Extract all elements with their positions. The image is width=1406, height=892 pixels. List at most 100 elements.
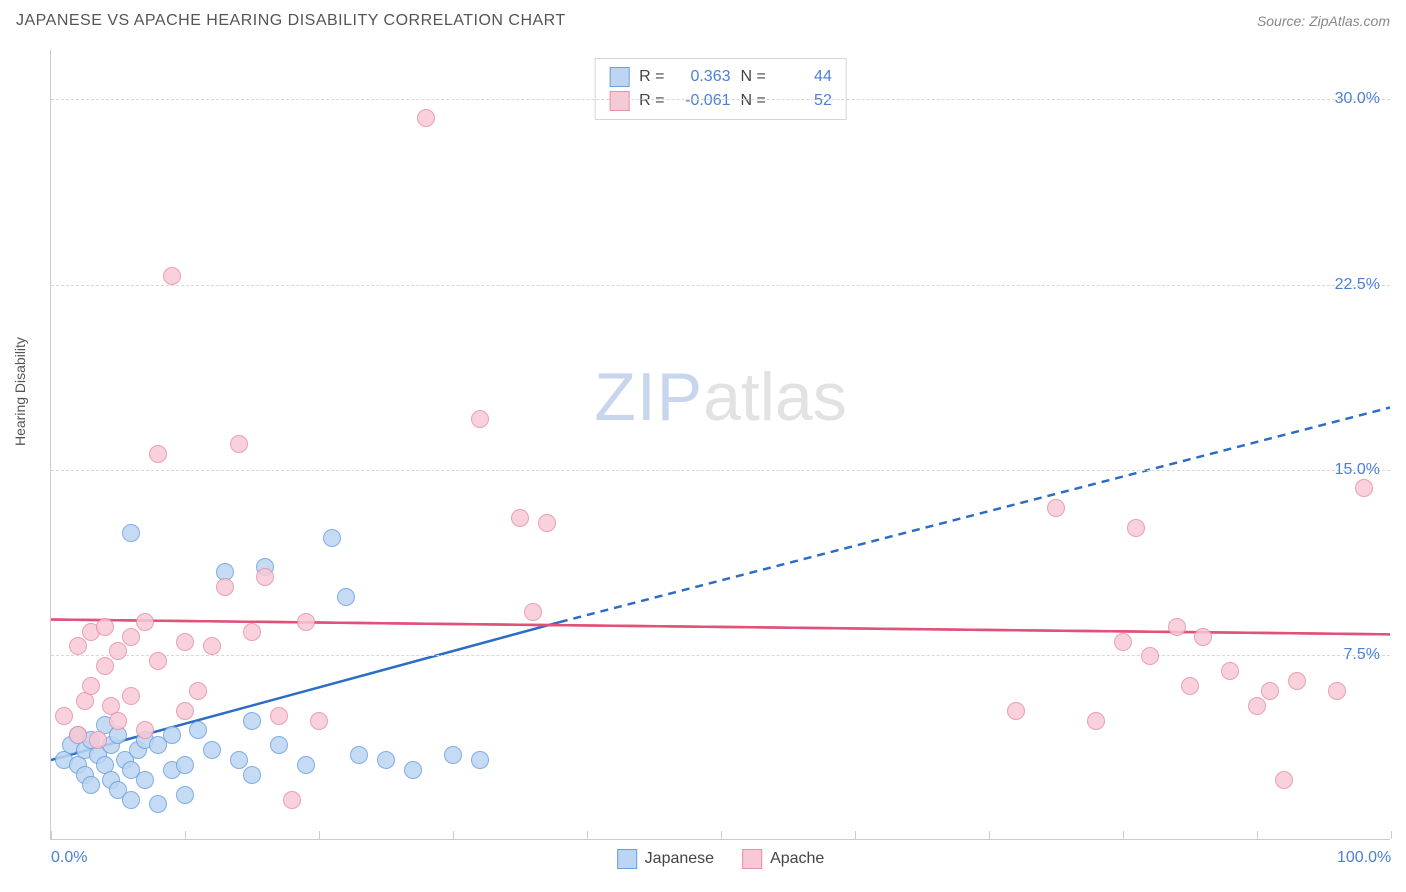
data-point: [82, 776, 100, 794]
data-point: [149, 795, 167, 813]
x-tick-mark: [185, 831, 186, 839]
data-point: [176, 702, 194, 720]
data-point: [1328, 682, 1346, 700]
x-tick-mark: [989, 831, 990, 839]
data-point: [203, 637, 221, 655]
data-point: [149, 445, 167, 463]
data-point: [243, 712, 261, 730]
x-tick-mark: [855, 831, 856, 839]
data-point: [270, 707, 288, 725]
legend-swatch: [609, 91, 629, 111]
data-point: [203, 741, 221, 759]
data-point: [297, 756, 315, 774]
x-tick-mark: [1391, 831, 1392, 839]
data-point: [122, 791, 140, 809]
data-point: [270, 736, 288, 754]
data-point: [404, 761, 422, 779]
y-axis-label: Hearing Disability: [12, 337, 28, 446]
bottom-legend: Japanese Apache: [617, 849, 825, 869]
legend-swatch: [609, 67, 629, 87]
data-point: [1355, 479, 1373, 497]
data-point: [1181, 677, 1199, 695]
gridline: [51, 470, 1390, 471]
data-point: [1261, 682, 1279, 700]
data-point: [109, 712, 127, 730]
data-point: [444, 746, 462, 764]
data-point: [1141, 647, 1159, 665]
stats-row: R =0.363N =44: [609, 65, 832, 89]
gridline: [51, 99, 1390, 100]
x-tick-mark: [721, 831, 722, 839]
data-point: [511, 509, 529, 527]
data-point: [230, 751, 248, 769]
source-attribution: Source: ZipAtlas.com: [1257, 13, 1390, 29]
data-point: [256, 568, 274, 586]
data-point: [189, 721, 207, 739]
y-tick-label: 7.5%: [1344, 646, 1380, 664]
legend-item: Apache: [742, 849, 824, 869]
data-point: [471, 751, 489, 769]
data-point: [1221, 662, 1239, 680]
x-tick-label: 0.0%: [51, 849, 87, 867]
x-tick-mark: [319, 831, 320, 839]
data-point: [1194, 628, 1212, 646]
data-point: [283, 791, 301, 809]
data-point: [243, 623, 261, 641]
data-point: [176, 633, 194, 651]
data-point: [323, 529, 341, 547]
data-point: [82, 677, 100, 695]
y-tick-label: 22.5%: [1335, 276, 1380, 294]
y-tick-label: 30.0%: [1335, 90, 1380, 108]
stats-legend-box: R =0.363N =44R =-0.061N =52: [594, 58, 847, 120]
data-point: [1007, 702, 1025, 720]
data-point: [1087, 712, 1105, 730]
data-point: [149, 652, 167, 670]
data-point: [230, 435, 248, 453]
data-point: [538, 514, 556, 532]
scatter-chart: ZIPatlas R =0.363N =44R =-0.061N =52 Jap…: [50, 50, 1390, 840]
data-point: [297, 613, 315, 631]
data-point: [471, 410, 489, 428]
data-point: [176, 756, 194, 774]
data-point: [176, 786, 194, 804]
data-point: [189, 682, 207, 700]
gridline: [51, 285, 1390, 286]
data-point: [136, 613, 154, 631]
data-point: [122, 628, 140, 646]
data-point: [69, 726, 87, 744]
x-tick-mark: [1257, 831, 1258, 839]
data-point: [417, 109, 435, 127]
data-point: [310, 712, 328, 730]
data-point: [122, 687, 140, 705]
data-point: [1288, 672, 1306, 690]
data-point: [243, 766, 261, 784]
data-point: [136, 721, 154, 739]
data-point: [524, 603, 542, 621]
data-point: [1275, 771, 1293, 789]
data-point: [136, 771, 154, 789]
data-point: [1127, 519, 1145, 537]
x-tick-mark: [587, 831, 588, 839]
x-tick-label: 100.0%: [1337, 849, 1391, 867]
y-tick-label: 15.0%: [1335, 461, 1380, 479]
data-point: [163, 267, 181, 285]
data-point: [1168, 618, 1186, 636]
legend-swatch: [742, 849, 762, 869]
data-point: [337, 588, 355, 606]
legend-item: Japanese: [617, 849, 714, 869]
x-tick-mark: [1123, 831, 1124, 839]
data-point: [69, 637, 87, 655]
gridline: [51, 655, 1390, 656]
data-point: [109, 642, 127, 660]
data-point: [55, 707, 73, 725]
x-tick-mark: [51, 831, 52, 839]
watermark: ZIPatlas: [594, 358, 846, 436]
data-point: [1114, 633, 1132, 651]
x-tick-mark: [453, 831, 454, 839]
stats-row: R =-0.061N =52: [609, 89, 832, 113]
chart-title: JAPANESE VS APACHE HEARING DISABILITY CO…: [16, 12, 566, 30]
data-point: [350, 746, 368, 764]
data-point: [96, 618, 114, 636]
legend-swatch: [617, 849, 637, 869]
data-point: [122, 524, 140, 542]
